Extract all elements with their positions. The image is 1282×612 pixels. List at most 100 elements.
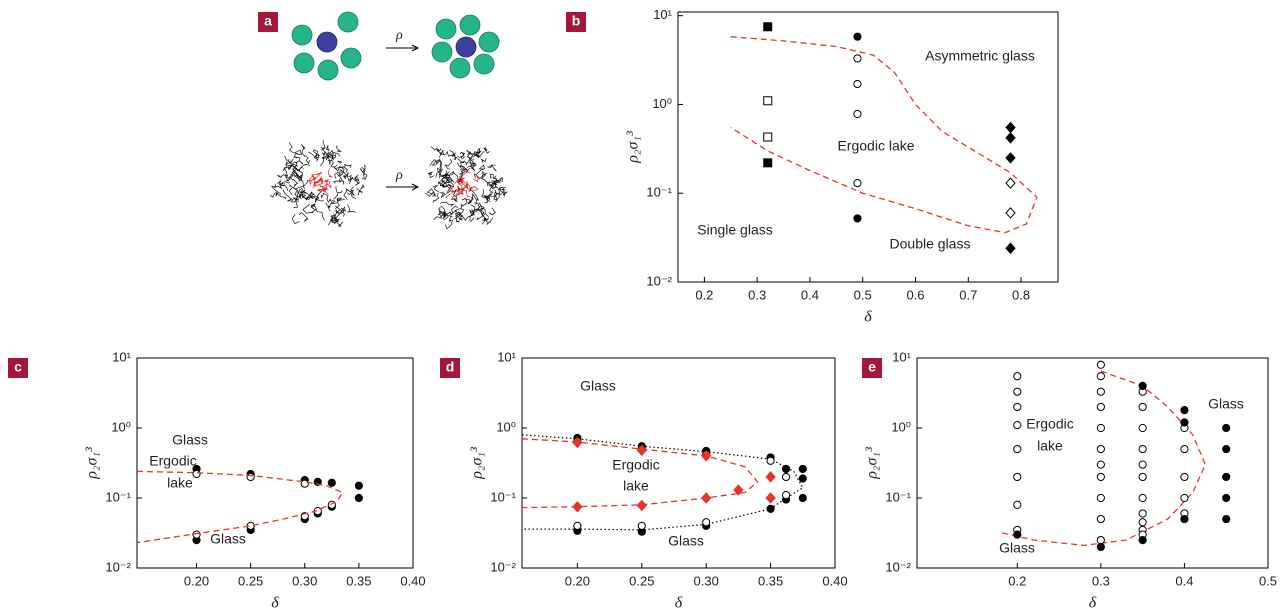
point [1223, 424, 1230, 431]
point [1097, 461, 1104, 468]
point [799, 465, 806, 472]
x-tick-label: 0.30 [694, 573, 719, 588]
point [1139, 537, 1146, 544]
point [1014, 373, 1021, 380]
region-label: Ergodic [612, 457, 659, 473]
point [1006, 153, 1015, 163]
point [328, 479, 335, 486]
x-tick-label: 0.5 [854, 287, 872, 302]
point [1139, 519, 1146, 526]
point [1139, 494, 1146, 501]
y-tick-label: 10⁻¹ [490, 489, 516, 504]
polymer [270, 166, 308, 199]
region-label: Glass [668, 533, 704, 549]
y-tick-label: 10⁻¹ [105, 489, 131, 504]
point [1181, 407, 1188, 414]
panel-label: a [264, 13, 272, 29]
point [1097, 361, 1104, 368]
point [1139, 382, 1146, 389]
point [854, 110, 861, 117]
polymer [308, 140, 351, 178]
region-label: Glass [172, 432, 208, 448]
point [782, 492, 789, 499]
point [1014, 422, 1021, 429]
y-tick-label: 10¹ [112, 349, 131, 364]
figure: a ρ ρ b0.20.30.40.50.60.70.810⁻²10⁻¹10⁰1… [0, 0, 1282, 612]
point [1014, 445, 1021, 452]
point [1097, 543, 1104, 550]
region-label: Double glass [890, 236, 971, 252]
x-tick-label: 0.4 [801, 287, 819, 302]
point [782, 465, 789, 472]
page: {"diagram": {"label": "a", "arrows": ["ρ… [0, 0, 1282, 612]
point [1097, 515, 1104, 522]
point [799, 475, 806, 482]
arrow-label: ρ [395, 168, 403, 183]
point [1223, 445, 1230, 452]
point [1006, 133, 1015, 143]
x-axis-label: δ [864, 309, 872, 326]
point [854, 33, 861, 40]
x-tick-label: 0.30 [292, 573, 317, 588]
point [1223, 515, 1230, 522]
y-tick-label: 10⁻² [105, 559, 131, 574]
point [1139, 473, 1146, 480]
x-tick-label: 0.25 [629, 573, 654, 588]
region-label: Asymmetric glass [925, 48, 1035, 64]
point [1097, 388, 1104, 395]
y-axis-label: ρ₂σ₁³ [864, 447, 881, 480]
polymer-stars [270, 140, 507, 229]
polymer [474, 172, 507, 203]
point [247, 473, 254, 480]
point [1014, 403, 1021, 410]
boundary-line [731, 37, 1037, 233]
point [764, 97, 772, 105]
point [703, 519, 710, 526]
y-tick-label: 10⁻¹ [646, 185, 672, 200]
y-tick-label: 10⁰ [891, 419, 911, 434]
point [1181, 515, 1188, 522]
panel-label: d [446, 359, 455, 375]
point [854, 80, 861, 87]
panel-label: b [572, 13, 581, 29]
panel: c0.200.250.300.350.4010⁻²10⁻¹10⁰10¹δρ₂σ₁… [8, 349, 426, 611]
point [1181, 445, 1188, 452]
region-label: Glass [210, 531, 246, 547]
x-tick-label: 0.20 [565, 573, 590, 588]
point [574, 522, 581, 529]
y-tick-label: 10¹ [653, 7, 672, 22]
x-axis-label: δ [271, 595, 279, 612]
x-tick-label: 0.40 [822, 573, 847, 588]
point [854, 55, 861, 62]
y-axis-label: ρ₂σ₁³ [469, 447, 486, 480]
x-tick-label: 0.2 [1008, 573, 1026, 588]
point [1097, 445, 1104, 452]
panel-label: e [868, 359, 876, 375]
region-label: Glass [580, 378, 616, 394]
point [1006, 178, 1015, 188]
x-tick-label: 0.4 [1175, 573, 1193, 588]
region-label: Single glass [697, 222, 773, 238]
point [1223, 473, 1230, 480]
point [766, 493, 775, 503]
schematic: a ρ ρ [258, 12, 508, 229]
y-axis-label: ρ₂σ₁³ [625, 131, 642, 164]
point [1139, 403, 1146, 410]
x-axis-label: δ [1089, 595, 1097, 612]
point [764, 133, 772, 141]
y-tick-label: 10¹ [497, 349, 516, 364]
point [573, 502, 582, 512]
point [1014, 531, 1021, 538]
region-label: lake [1037, 438, 1063, 454]
x-tick-label: 0.3 [1092, 573, 1110, 588]
point [1139, 445, 1146, 452]
x-tick-label: 0.7 [959, 287, 977, 302]
y-tick-label: 10⁻² [490, 559, 516, 574]
point [1014, 388, 1021, 395]
x-tick-label: 0.20 [184, 573, 209, 588]
region-label: Glass [1208, 396, 1244, 412]
point [1097, 494, 1104, 501]
point [799, 494, 806, 501]
particles-dilute [292, 12, 361, 80]
